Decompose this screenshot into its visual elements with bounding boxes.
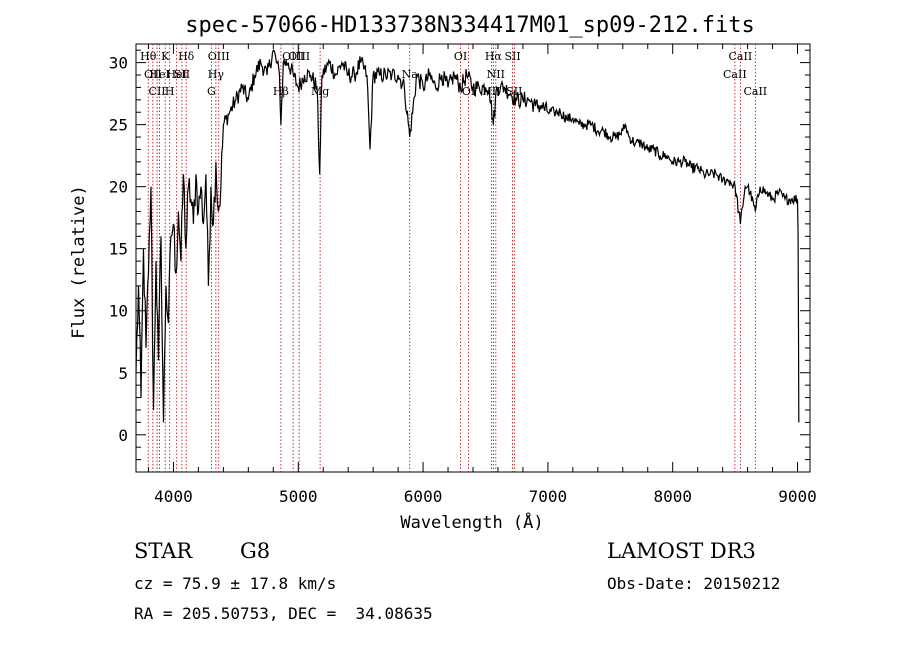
line-marker-label: CaII [729,50,753,63]
line-marker-label: HeI [166,68,186,81]
survey-name: LAMOST DR3 [607,539,756,563]
x-axis-ticks: 4000 5000 6000 7000 8000 9000 [147,44,817,506]
x-axis-label: Wavelength (Å) [400,511,543,533]
y-tick-label: 10 [109,302,128,321]
y-tick-label: 5 [118,364,128,383]
line-marker-label: G [207,85,216,98]
line-marker-label: Hδ [178,50,195,63]
line-marker-label: Hγ [208,68,225,81]
plot-frame [135,43,811,473]
x-tick-label: 7000 [529,487,568,506]
object-subclass: G8 [240,539,271,563]
y-axis-ticks: 0 5 10 15 20 25 30 [109,49,810,461]
y-tick-label: 15 [109,240,128,259]
line-marker-label: OIII [208,50,230,63]
redshift-cz: cz = 75.9 ± 17.8 km/s [134,574,337,593]
line-marker-label: CaII [743,85,767,98]
line-marker-label: OI [454,50,467,63]
y-tick-label: 0 [118,426,128,445]
line-marker-label: SII [504,50,520,63]
line-marker-label: OII [144,68,162,81]
line-marker-label: Hθ [140,50,157,63]
y-tick-label: 25 [109,116,128,135]
y-tick-label: 20 [109,178,128,197]
line-marker-label: CaII [723,68,747,81]
spectral-line-labels: HθOIICIIHeIKHHeISIIHδGHγOIIIHβOIIIOIIIMg… [140,50,767,98]
line-marker-label: Mg [311,85,329,98]
x-tick-label: 6000 [404,487,443,506]
object-class: STAR [134,539,193,563]
x-tick-label: 9000 [778,487,817,506]
line-marker-label: Hα [485,50,503,63]
observation-date: Obs-Date: 20150212 [607,574,781,593]
x-tick-label: 4000 [154,487,193,506]
line-marker-label: Na [402,68,419,81]
x-tick-label: 8000 [653,487,692,506]
line-marker-label: HeI [149,68,169,81]
x-tick-label: 5000 [279,487,318,506]
y-axis-label: Flux (relative) [69,185,89,339]
line-marker-label: SII [174,68,190,81]
line-marker-label: CII [149,85,166,98]
line-marker-label: Hβ [273,85,289,98]
spectrum-line [135,49,800,423]
line-marker-label: H [165,85,175,98]
chart-title: spec-57066-HD133738N334417M01_sp09-212.f… [185,13,755,38]
y-tick-label: 30 [109,54,128,73]
coordinates: RA = 205.50753, DEC = 34.08635 [134,604,433,623]
line-marker-label: K [161,50,170,63]
spectral-line-markers [147,44,756,472]
line-marker-label: OIII [288,50,310,63]
line-marker-label: NII [487,68,505,81]
